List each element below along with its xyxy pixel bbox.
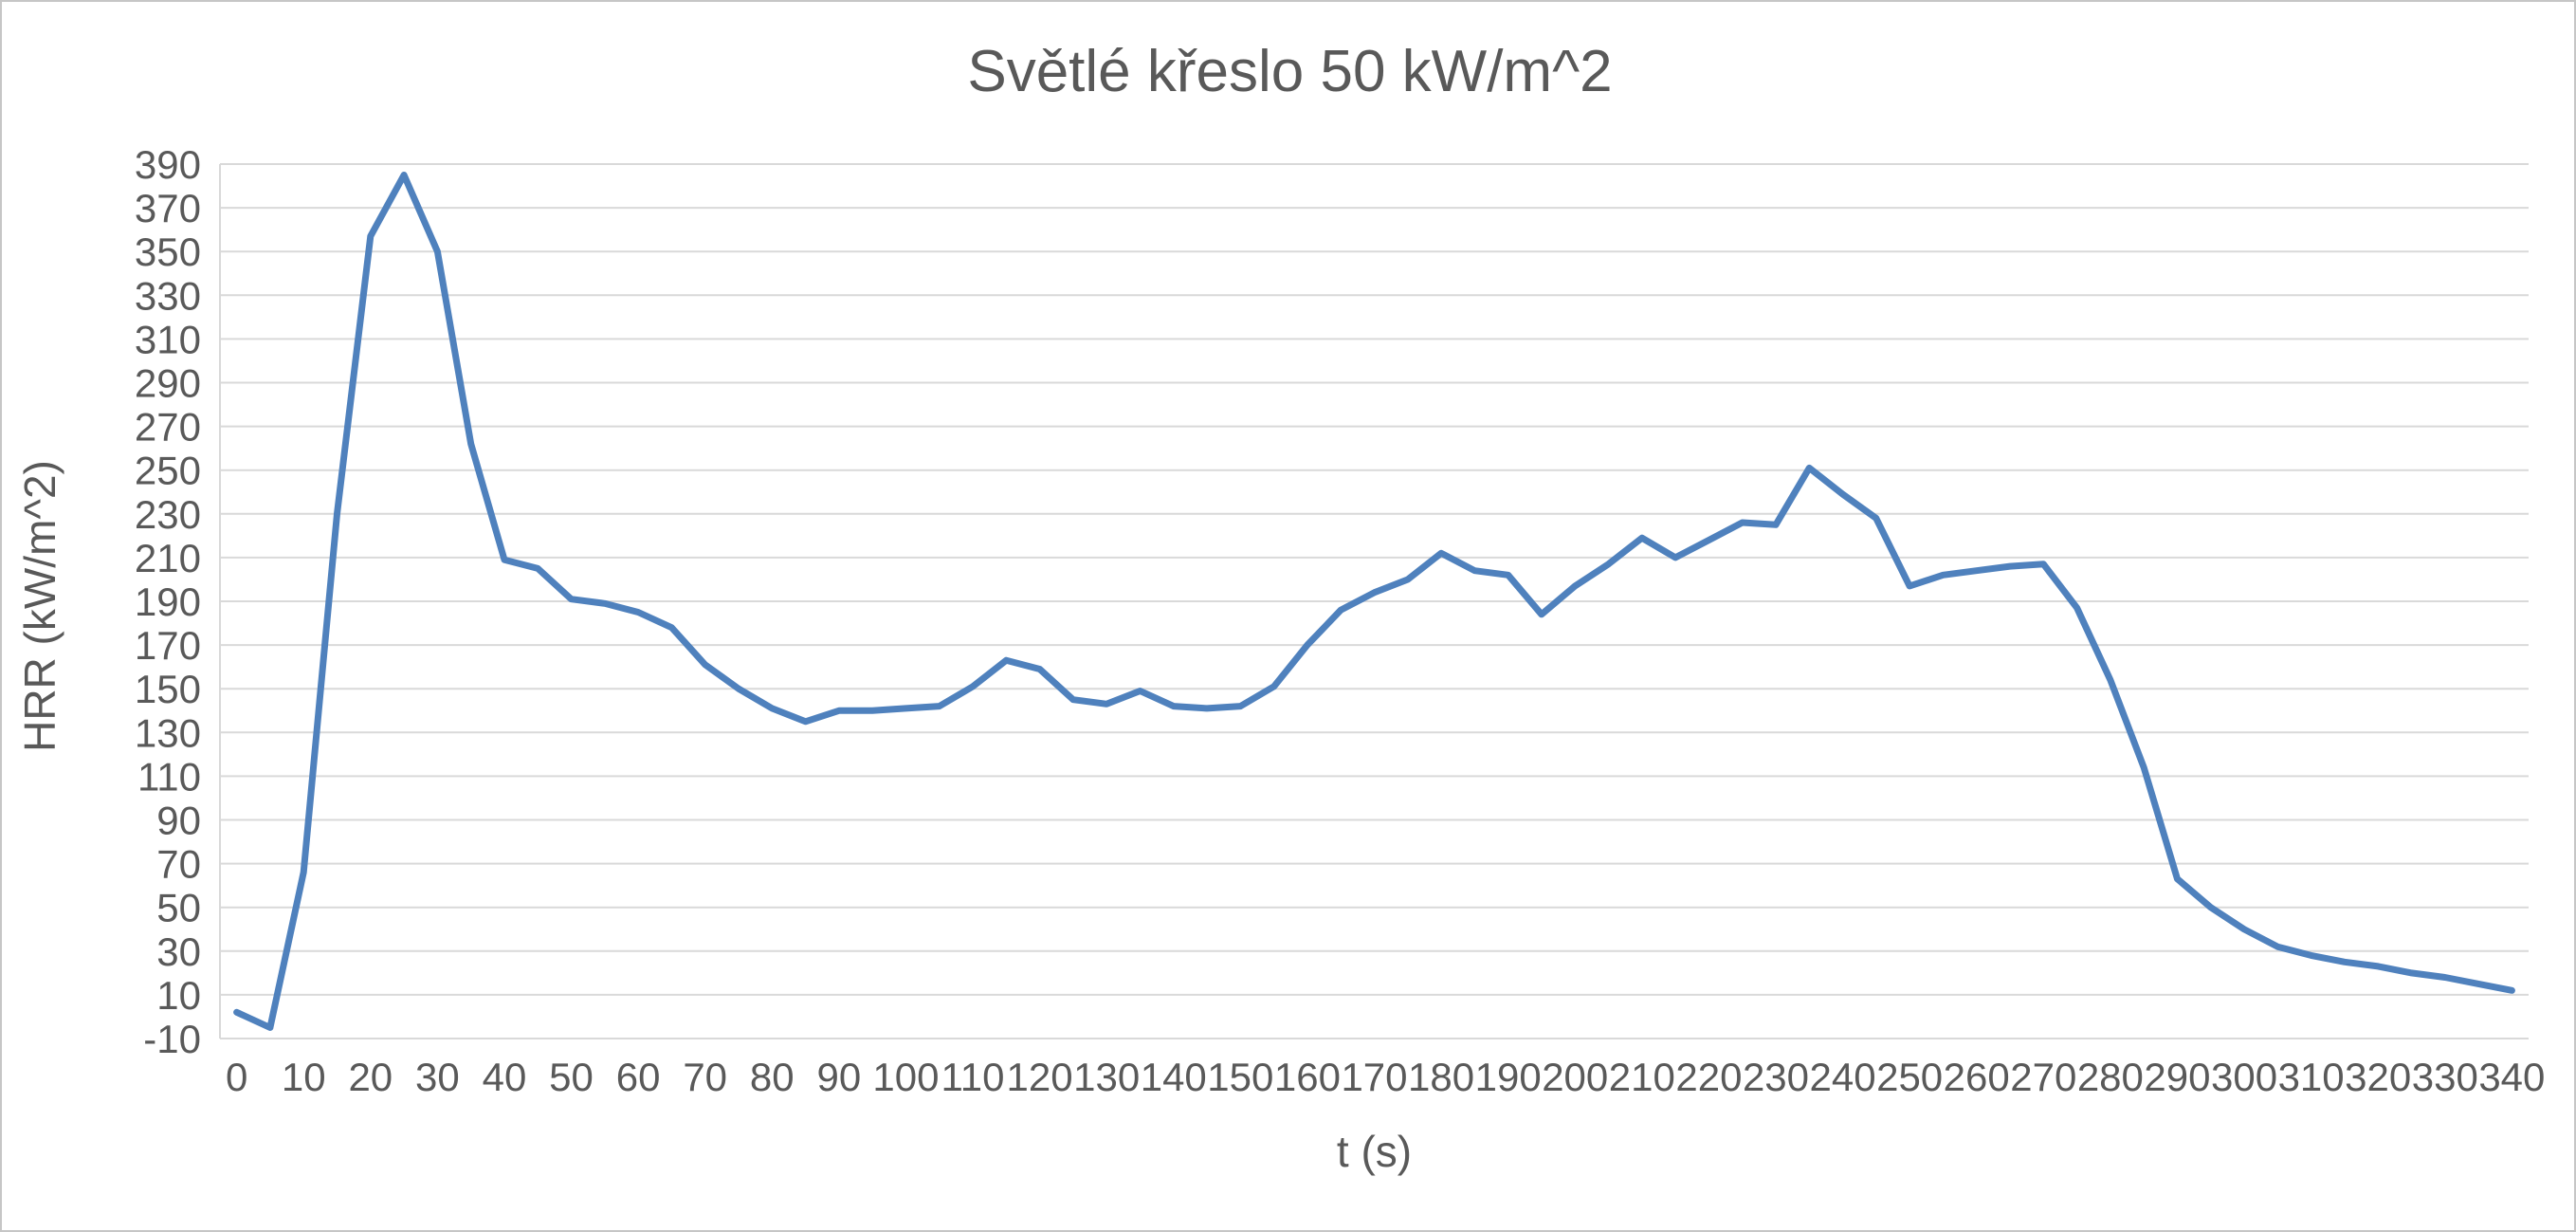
y-tick-label: 150 bbox=[135, 667, 201, 711]
x-tick-label: 120 bbox=[1007, 1055, 1073, 1099]
y-tick-label: 90 bbox=[156, 799, 201, 843]
y-tick-label: 330 bbox=[135, 273, 201, 318]
x-tick-label: 110 bbox=[941, 1055, 1005, 1099]
y-tick-label: 390 bbox=[135, 142, 201, 187]
y-tick-label: 290 bbox=[135, 361, 201, 406]
x-tick-label: 220 bbox=[1675, 1055, 1742, 1099]
x-tick-label: 10 bbox=[282, 1055, 326, 1099]
x-tick-label: 250 bbox=[1876, 1055, 1943, 1099]
x-tick-label: 90 bbox=[817, 1055, 862, 1099]
x-axis-title: t (s) bbox=[1336, 1127, 1413, 1176]
x-tick-label: 320 bbox=[2345, 1055, 2411, 1099]
x-tick-label: 60 bbox=[616, 1055, 661, 1099]
x-tick-label: 80 bbox=[750, 1055, 795, 1099]
y-tick-label: 10 bbox=[156, 973, 201, 1018]
y-tick-label: 310 bbox=[135, 317, 201, 361]
y-tick-label: 190 bbox=[135, 579, 201, 624]
x-tick-label: 340 bbox=[2478, 1055, 2545, 1099]
x-tick-label: 190 bbox=[1475, 1055, 1542, 1099]
x-tick-label: 20 bbox=[348, 1055, 393, 1099]
x-tick-label: 130 bbox=[1073, 1055, 1140, 1099]
y-tick-label: -10 bbox=[143, 1017, 201, 1061]
x-tick-label: 290 bbox=[2144, 1055, 2210, 1099]
x-tick-label: 210 bbox=[1609, 1055, 1675, 1099]
x-tick-label: 270 bbox=[2010, 1055, 2076, 1099]
x-tick-label: 310 bbox=[2278, 1055, 2345, 1099]
x-tick-label: 260 bbox=[1944, 1055, 2010, 1099]
x-tick-label: 230 bbox=[1743, 1055, 1809, 1099]
chart-title: Světlé křeslo 50 kW/m^2 bbox=[967, 39, 1613, 104]
y-tick-label: 110 bbox=[137, 754, 201, 799]
y-tick-label: 130 bbox=[135, 710, 201, 755]
x-tick-label: 240 bbox=[1810, 1055, 1876, 1099]
y-tick-label: 70 bbox=[156, 842, 201, 887]
y-tick-label: 30 bbox=[156, 929, 201, 974]
x-tick-label: 70 bbox=[683, 1055, 727, 1099]
x-tick-label: 160 bbox=[1274, 1055, 1341, 1099]
y-tick-label: 370 bbox=[135, 186, 201, 230]
y-tick-label: 50 bbox=[156, 886, 201, 930]
y-tick-label: 350 bbox=[135, 230, 201, 274]
x-tick-label: 100 bbox=[872, 1055, 939, 1099]
x-tick-label: 200 bbox=[1542, 1055, 1608, 1099]
x-tick-label: 140 bbox=[1141, 1055, 1207, 1099]
x-tick-label: 30 bbox=[415, 1055, 460, 1099]
x-tick-label: 50 bbox=[549, 1055, 594, 1099]
x-tick-label: 150 bbox=[1207, 1055, 1273, 1099]
hrr-series-line bbox=[233, 172, 2515, 1031]
y-tick-label: 210 bbox=[135, 536, 201, 580]
x-tick-label: 170 bbox=[1341, 1055, 1407, 1099]
x-tick-label: 0 bbox=[226, 1055, 247, 1099]
x-tick-label: 40 bbox=[483, 1055, 527, 1099]
y-tick-label: 270 bbox=[135, 405, 201, 450]
x-tick-label: 300 bbox=[2211, 1055, 2277, 1099]
y-tick-label: 170 bbox=[135, 623, 201, 668]
x-tick-label: 330 bbox=[2412, 1055, 2478, 1099]
y-tick-label: 230 bbox=[135, 492, 201, 537]
y-tick-label: 250 bbox=[135, 449, 201, 493]
x-tick-label: 180 bbox=[1408, 1055, 1474, 1099]
x-tick-label: 280 bbox=[2077, 1055, 2144, 1099]
